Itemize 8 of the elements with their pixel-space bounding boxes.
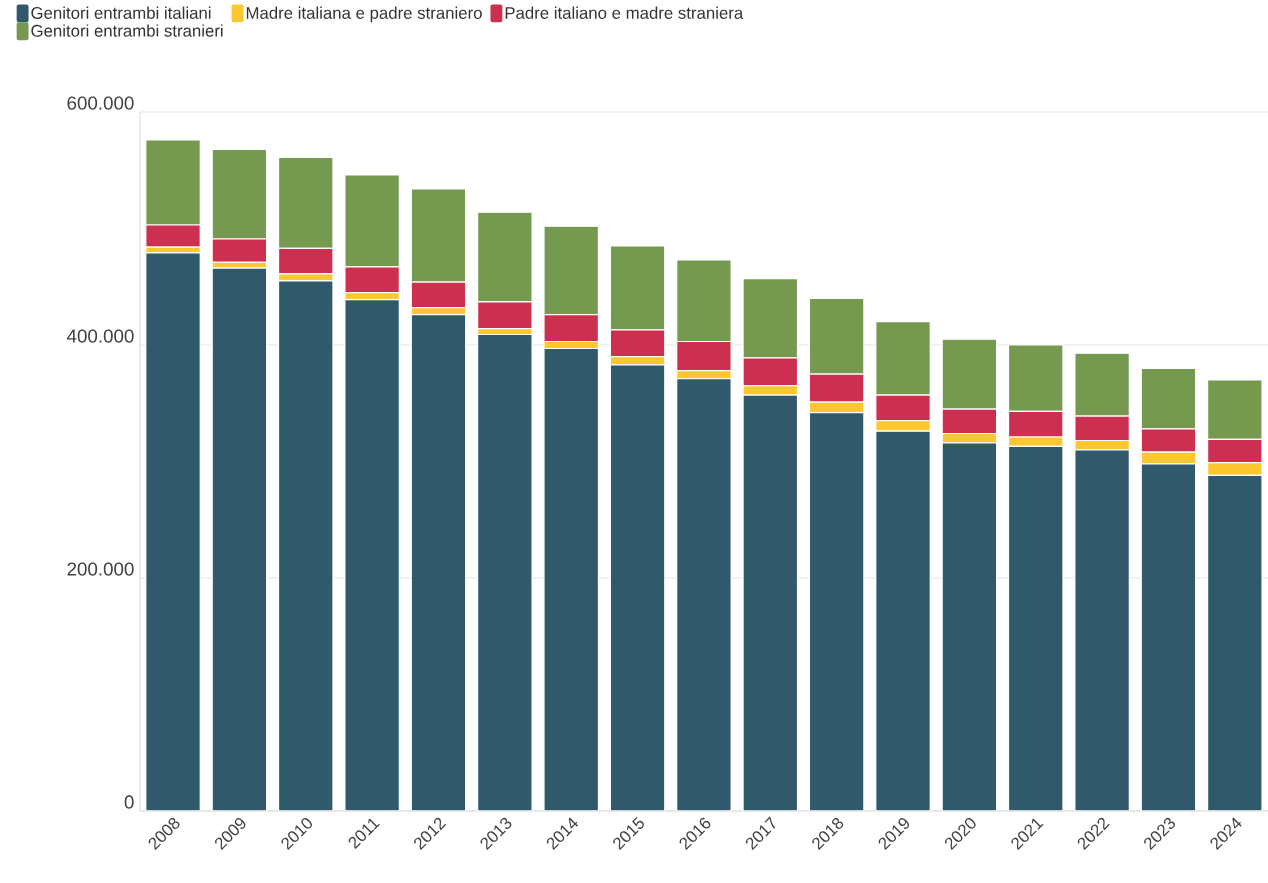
legend-label: Madre italiana e padre straniero bbox=[246, 6, 482, 23]
legend-label: Genitori entrambi italiani bbox=[31, 6, 211, 19]
y-tick-label: 400.000 bbox=[66, 329, 134, 343]
y-tick-label: 0 bbox=[124, 795, 134, 809]
y-tick-label: 600.000 bbox=[67, 96, 134, 110]
y-tick-label: 200.000 bbox=[67, 562, 134, 576]
legend-label: Genitori entrambi stranieri bbox=[31, 24, 223, 37]
legend-label: Padre italiano e madre straniera bbox=[505, 6, 744, 19]
